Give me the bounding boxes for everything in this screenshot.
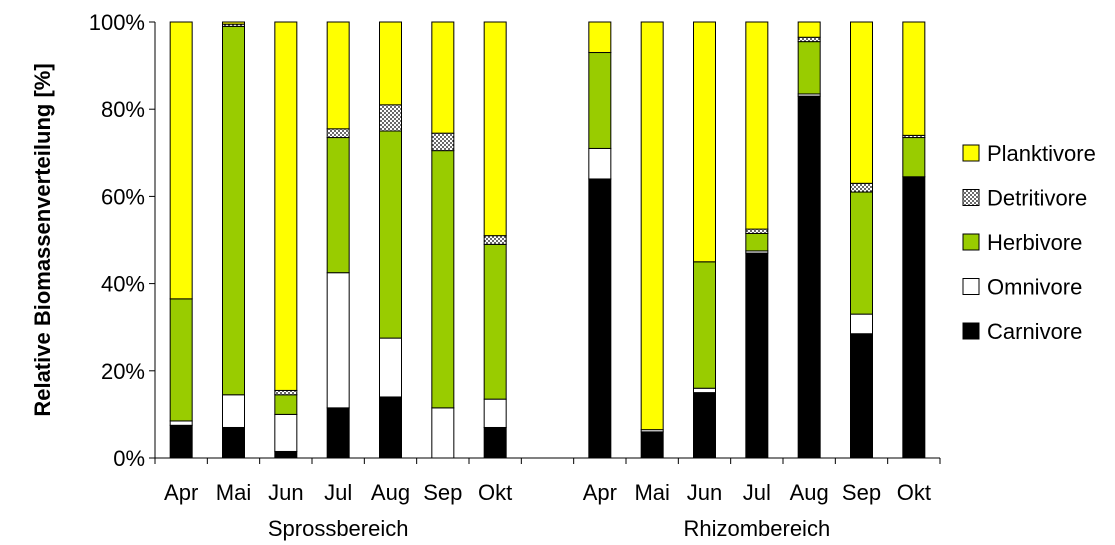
group-label: Rhizombereich — [683, 516, 830, 541]
bar-segment-herbivore — [169, 298, 193, 422]
legend-label-planktivore: Planktivore — [987, 141, 1096, 166]
y-tick-label: 60% — [101, 184, 145, 209]
bar-segment-herbivore — [693, 261, 716, 389]
bar-segment-carnivore — [222, 426, 245, 459]
legend-label-detritivore: Detritivore — [987, 186, 1087, 211]
bar-segment-herbivore — [222, 25, 245, 396]
legend-swatch-herbivore — [962, 233, 980, 251]
bar-segment-herbivore — [431, 150, 455, 409]
bar-segment-carnivore — [797, 95, 821, 459]
x-tick-label: Mai — [216, 480, 251, 505]
x-tick-label: Jun — [268, 480, 303, 505]
bar-segment-herbivore — [902, 137, 926, 178]
bar-segment-omnivore — [431, 407, 455, 459]
x-tick-label: Aug — [371, 480, 410, 505]
legend-swatch-detritivore — [962, 189, 980, 206]
legend-label-herbivore: Herbivore — [987, 230, 1082, 255]
bar-segment-detritivore — [431, 132, 455, 152]
legend-label-carnivore: Carnivore — [987, 319, 1082, 344]
bar-segment-planktivore — [326, 21, 350, 130]
bar-segment-carnivore — [850, 333, 873, 459]
bar-segment-carnivore — [588, 178, 612, 459]
bar-segment-planktivore — [797, 21, 821, 38]
y-tick-label: 0% — [113, 446, 145, 471]
plot-area: 0% 20% 40% 60% 80% 100% Apr Mai Jun Jul Aug Sep Okt S… — [89, 10, 941, 541]
x-tick-label: Jul — [743, 480, 771, 505]
bar-segment-omnivore — [588, 147, 612, 180]
bar-segment-omnivore — [222, 394, 245, 428]
x-tick-label: Apr — [164, 480, 198, 505]
bar-segment-herbivore — [797, 41, 821, 95]
legend-swatch-planktivore — [962, 144, 980, 162]
y-tick-label: 40% — [101, 272, 145, 297]
x-tick-label: Sep — [423, 480, 462, 505]
bar-segment-detritivore — [745, 228, 769, 234]
bar-segment-omnivore — [326, 272, 350, 409]
x-tick-label: Aug — [790, 480, 829, 505]
bar-segment-detritivore — [483, 235, 507, 245]
bar-segment-omnivore — [274, 413, 298, 452]
bar-segment-carnivore — [902, 176, 926, 459]
bar-segment-carnivore — [379, 396, 402, 459]
x-tick-label: Jun — [687, 480, 722, 505]
bar-segment-planktivore — [902, 21, 926, 136]
bar-segment-detritivore — [326, 128, 350, 139]
bar-segment-carnivore — [693, 392, 716, 459]
bar-segment-carnivore — [326, 407, 350, 459]
x-tick-label: Sep — [842, 480, 881, 505]
x-tick-label: Jul — [324, 480, 352, 505]
bar-segment-herbivore — [483, 243, 507, 400]
bar-segment-planktivore — [222, 21, 245, 25]
x-tick-label: Okt — [897, 480, 931, 505]
bar-segment-planktivore — [274, 21, 298, 391]
bar-segment-herbivore — [379, 130, 402, 339]
bar-segment-detritivore — [797, 36, 821, 43]
bar-segment-planktivore — [169, 21, 193, 300]
y-tick-label: 80% — [101, 97, 145, 122]
bar-segment-herbivore — [745, 232, 769, 252]
x-tick-label: Okt — [478, 480, 512, 505]
bar-segment-detritivore — [850, 182, 873, 193]
bar-segment-detritivore — [274, 389, 298, 396]
bar-segment-carnivore — [640, 431, 664, 459]
legend-swatch-omnivore — [962, 278, 980, 295]
bar-segment-planktivore — [640, 21, 664, 431]
y-axis-label: Relative Biomassenverteilung [%] — [30, 63, 55, 416]
bar-segment-carnivore — [274, 450, 298, 459]
y-tick-label: 20% — [101, 359, 145, 384]
bar-segment-herbivore — [274, 394, 298, 415]
y-tick-label: 100% — [89, 10, 145, 35]
bar-segment-herbivore — [326, 137, 350, 274]
bar-segment-herbivore — [850, 191, 873, 315]
bar-segment-planktivore — [693, 21, 716, 263]
bar-segment-planktivore — [379, 21, 402, 106]
legend-label-omnivore: Omnivore — [987, 275, 1082, 300]
bar-segment-planktivore — [850, 21, 873, 184]
bar-segment-herbivore — [588, 52, 612, 149]
bar-segment-planktivore — [588, 21, 612, 54]
x-tick-label: Apr — [583, 480, 617, 505]
x-tick-label: Mai — [634, 480, 669, 505]
bar-segment-carnivore — [483, 426, 507, 459]
bar-segment-omnivore — [483, 398, 507, 428]
bar-segment-planktivore — [483, 21, 507, 237]
bar-segment-planktivore — [745, 21, 769, 230]
bar-segment-omnivore — [379, 337, 402, 398]
bar-segment-planktivore — [431, 21, 455, 134]
bar-segment-omnivore — [169, 420, 193, 426]
bar-segment-detritivore — [379, 104, 402, 132]
group-label: Sprossbereich — [268, 516, 409, 541]
legend-swatch-carnivore — [962, 322, 980, 340]
legend: Planktivore Detritivore Herbivore Omnivore C… — [962, 141, 1096, 344]
bar-segment-omnivore — [850, 313, 873, 335]
bar-segment-omnivore — [693, 387, 716, 394]
bar-segment-carnivore — [169, 424, 193, 459]
bar-segment-carnivore — [745, 252, 769, 459]
